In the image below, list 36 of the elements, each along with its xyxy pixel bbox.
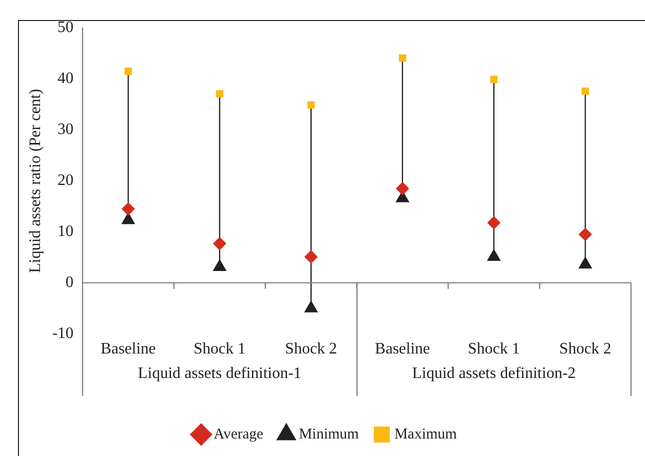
y-tick-label: 50 (58, 19, 74, 36)
point (213, 237, 226, 250)
x-tick-label: Shock 1 (468, 340, 520, 358)
point (304, 250, 318, 264)
point (307, 101, 315, 109)
point (578, 228, 592, 241)
legend-label: Average (214, 426, 264, 442)
point (213, 260, 226, 272)
point (396, 182, 409, 196)
y-tick-label: -10 (52, 325, 74, 342)
x-tick-label: Shock 2 (559, 340, 612, 358)
point (304, 300, 318, 312)
point (582, 88, 589, 95)
point (487, 249, 500, 261)
legend-label: Maximum (394, 426, 458, 442)
y-tick-label: 40 (58, 70, 74, 88)
x-tick-label: Baseline (374, 340, 430, 358)
x-tick-label: Shock 1 (194, 340, 246, 358)
y-tick-label: 30 (58, 121, 74, 138)
point (216, 90, 224, 98)
y-tick-label: 10 (58, 223, 74, 240)
y-tick-label: 0 (66, 274, 74, 292)
point (122, 212, 135, 224)
y-axis-title: Liquid assets ratio (Per cent) (26, 88, 44, 273)
text: Liquid assets definition-2 (412, 365, 576, 382)
x-tick-label: Baseline (100, 340, 156, 358)
point (124, 68, 132, 76)
point (490, 76, 498, 84)
point (122, 202, 135, 216)
x-tick-label: Shock 2 (285, 340, 338, 358)
point (578, 256, 592, 268)
text: Liquid assets definition-1 (138, 365, 302, 382)
legend-label: Minimum (298, 426, 360, 442)
y-tick-label: 20 (58, 172, 74, 190)
point (398, 54, 406, 62)
point (487, 216, 500, 230)
